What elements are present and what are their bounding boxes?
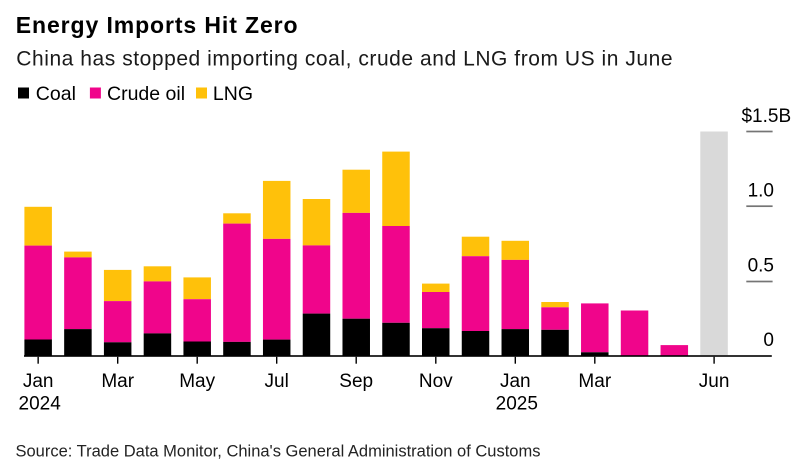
svg-text:Jun: Jun	[699, 371, 730, 392]
svg-text:Nov: Nov	[419, 371, 453, 392]
svg-text:Sep: Sep	[339, 371, 373, 392]
svg-text:0.5: 0.5	[748, 256, 774, 277]
svg-text:Mar: Mar	[101, 371, 134, 392]
svg-text:May: May	[179, 371, 215, 392]
svg-text:Jan: Jan	[500, 371, 531, 392]
svg-text:Jan: Jan	[23, 371, 54, 392]
svg-text:Mar: Mar	[578, 371, 611, 392]
svg-text:Source: Trade Data Monitor, Ch: Source: Trade Data Monitor, China's Gene…	[16, 442, 541, 460]
svg-text:2025: 2025	[496, 393, 538, 414]
svg-text:Crude oil: Crude oil	[107, 83, 185, 105]
svg-text:$1.5B: $1.5B	[741, 106, 791, 127]
svg-text:1.0: 1.0	[748, 181, 774, 202]
svg-text:Energy Imports Hit Zero: Energy Imports Hit Zero	[16, 12, 299, 38]
svg-text:China has stopped importing co: China has stopped importing coal, crude …	[16, 47, 673, 70]
svg-text:Coal: Coal	[36, 83, 76, 105]
svg-text:Jul: Jul	[265, 371, 289, 392]
svg-text:0: 0	[763, 330, 774, 351]
svg-text:2024: 2024	[19, 393, 62, 414]
svg-text:LNG: LNG	[213, 83, 253, 105]
